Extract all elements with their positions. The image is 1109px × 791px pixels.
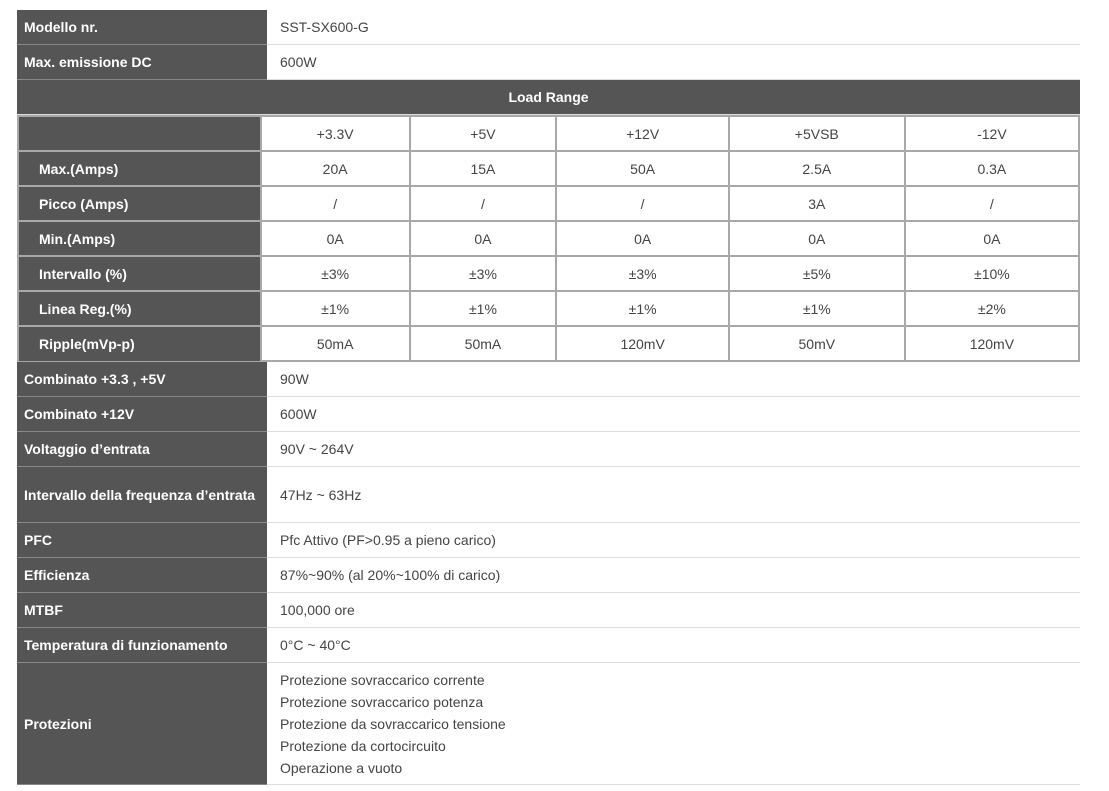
load-range-row: Max.(Amps) 20A 15A 50A 2.5A 0.3A [17, 150, 1081, 187]
rail-header: +12V [555, 115, 730, 152]
rail-header: +5V [408, 115, 558, 152]
spec-label: Combinato +3.3 , +5V [17, 362, 267, 397]
spec-value: 47Hz ~ 63Hz [267, 466, 1080, 523]
load-range-cell: 0A [555, 220, 730, 257]
spec-row: Combinato +12V 600W [17, 396, 1080, 432]
spec-value: 600W [267, 44, 1080, 80]
load-range-cell: ±10% [903, 255, 1081, 292]
spec-row: Efficienza 87%~90% (al 20%~100% di carico… [17, 557, 1080, 593]
spec-row: MTBF 100,000 ore [17, 592, 1080, 628]
load-range-label: Max.(Amps) [17, 150, 262, 187]
spec-row: PFC Pfc Attivo (PF>0.95 a pieno carico) [17, 522, 1080, 558]
load-range-cell: 15A [408, 150, 558, 187]
load-range-row: Picco (Amps) / //3A / [17, 185, 1081, 222]
spec-label: Max. emissione DC [17, 44, 267, 80]
load-range-cell: 120mV [903, 325, 1081, 362]
load-range-cell: / [259, 185, 411, 222]
load-range-label: Linea Reg.(%) [17, 290, 262, 327]
protection-item: Protezione da cortocircuito [280, 737, 446, 754]
spec-row: Temperatura di funzionamento 0°C ~ 40°C [17, 627, 1080, 663]
spec-value: 90V ~ 264V [267, 431, 1080, 467]
spec-label: Modello nr. [17, 10, 267, 45]
load-range-cell: 50mA [259, 325, 411, 362]
protections-label: Protezioni [17, 662, 267, 785]
spec-label: Temperatura di funzionamento [17, 627, 267, 663]
load-range-label: Min.(Amps) [17, 220, 262, 257]
load-range-cell: 0.3A [903, 150, 1081, 187]
load-range-cell: 120mV [555, 325, 730, 362]
load-range-cell: 50A [555, 150, 730, 187]
load-range-header: Load Range [17, 79, 1080, 115]
load-range-row: Ripple(mVp-p) 50mA 50mA 120mV 50mV 120mV [17, 325, 1081, 362]
load-range-head-row: +3.3V +5V +12V +5VSB -12V [17, 115, 1081, 152]
load-range-row: Min.(Amps) 0A 0A 0A 0A 0A [17, 220, 1081, 257]
load-range-cell: ±1% [408, 290, 558, 327]
load-range-label: Ripple(mVp-p) [17, 325, 262, 362]
load-range-label: Intervallo (%) [17, 255, 262, 292]
protection-item: Protezione da sovraccarico tensione [280, 715, 506, 732]
load-range-cell: ±1% [727, 290, 906, 327]
load-range-cell: 0A [903, 220, 1081, 257]
rail-header: +3.3V [259, 115, 411, 152]
spec-label: MTBF [17, 592, 267, 628]
spec-label: Efficienza [17, 557, 267, 593]
spec-table: Modello nr. SST-SX600-G Max. emissione DC 6… [17, 10, 1081, 785]
corner-cell [17, 115, 262, 152]
load-range-cell: ±2% [903, 290, 1081, 327]
load-range-cell: 20A [259, 150, 411, 187]
load-range-cell: 0A [727, 220, 906, 257]
load-range-cell: / [903, 185, 1081, 222]
rail-header: +5VSB [727, 115, 906, 152]
load-range-cell: 50mV [727, 325, 906, 362]
spec-label: Combinato +12V [17, 396, 267, 432]
load-range-cell: ±3% [555, 255, 730, 292]
spec-value: SST-SX600-G [267, 10, 1080, 45]
spec-label: Intervallo della frequenza d’entrata [17, 466, 267, 523]
load-range-cell: ±1% [555, 290, 730, 327]
spec-value: 87%~90% (al 20%~100% di carico) [267, 557, 1080, 593]
spec-value: 600W [267, 396, 1080, 432]
load-range-cell: 2.5A [727, 150, 906, 187]
rail-header: -12V [903, 115, 1081, 152]
spec-value: Pfc Attivo (PF>0.95 a pieno carico) [267, 522, 1080, 558]
spec-value: 90W [267, 362, 1080, 397]
load-range-cell: 0A [259, 220, 411, 257]
load-range-label: Picco (Amps) [17, 185, 262, 222]
load-range-cell: 3A [727, 185, 906, 222]
load-range-cell: ±5% [727, 255, 906, 292]
spec-row: Max. emissione DC 600W [17, 44, 1080, 80]
load-range-cell: ±1% [259, 290, 411, 327]
load-range-table: +3.3V +5V +12V +5VSB -12V Max.(Amps) 20A 15A 50A… [17, 115, 1081, 362]
load-range-cell: 0A [408, 220, 558, 257]
load-range-cell: 50mA [408, 325, 558, 362]
spec-row: Modello nr. SST-SX600-G [17, 10, 1080, 45]
spec-row: Voltaggio d’entrata 90V ~ 264V [17, 431, 1080, 467]
spec-label: PFC [17, 522, 267, 558]
spec-value: 100,000 ore [267, 592, 1080, 628]
spec-row: Intervallo della frequenza d’entrata 47Hz… [17, 466, 1080, 523]
load-range-row: Linea Reg.(%) ±1% ±1% ±1% ±1% ±2% [17, 290, 1081, 327]
load-range-row: Intervallo (%) ±3% ±3% ±3% ±5% ±10% [17, 255, 1081, 292]
spec-label: Voltaggio d’entrata [17, 431, 267, 467]
spec-row: Combinato +3.3 , +5V 90W [17, 362, 1080, 397]
protection-item: Protezione sovraccarico potenza [280, 693, 484, 710]
load-range-cell: ±3% [259, 255, 411, 292]
protection-item: Operazione a vuoto [280, 759, 403, 776]
load-range-cell: / [555, 185, 730, 222]
spec-table-container: Modello nr. SST-SX600-G Max. emissione DC 6… [17, 10, 1081, 785]
protection-item: Protezione sovraccarico corrente [280, 671, 485, 688]
load-range-cell: ±3% [408, 255, 558, 292]
spec-value: 0°C ~ 40°C [267, 627, 1080, 663]
protections-list: Protezione sovraccarico corrente Protezio… [267, 662, 1080, 785]
load-range-cell: / [408, 185, 558, 222]
